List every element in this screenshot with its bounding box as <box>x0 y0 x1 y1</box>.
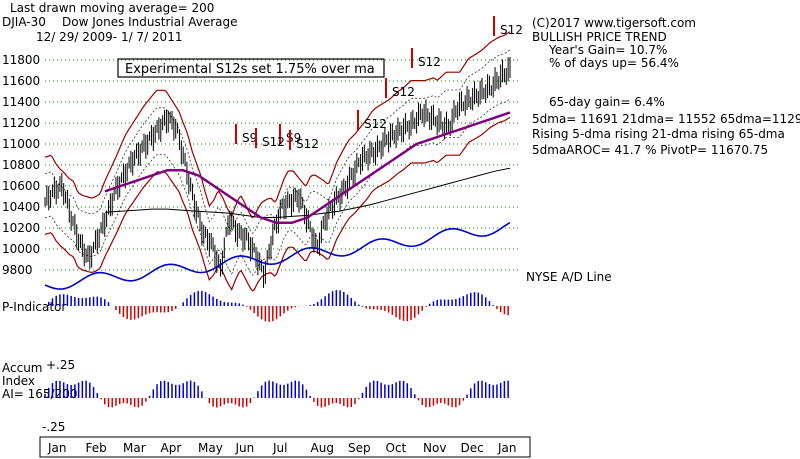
y-tick-label: 11400 <box>2 95 40 109</box>
accum-tick-bottom: -.25 <box>42 420 65 434</box>
month-label: Jan <box>497 441 517 455</box>
month-label: Sep <box>348 441 371 455</box>
index-name: Dow Jones Industrial Average <box>62 15 238 29</box>
y-tick-label: 11800 <box>2 53 40 67</box>
ad-line-label: NYSE A/D Line <box>526 270 612 284</box>
y-tick-label: 10600 <box>2 179 40 193</box>
y-tick-label: 10800 <box>2 158 40 172</box>
gain65: 65-day gain= 6.4% <box>549 95 665 109</box>
band-line <box>44 31 511 219</box>
p-indicator-histogram <box>47 290 509 322</box>
month-label: Feb <box>86 441 107 455</box>
signal-label: S12 <box>364 117 387 131</box>
pct-days-up: % of days up= 56.4% <box>549 56 679 70</box>
month-axis: Jan Feb Mar Apr May Jun Jul Aug Sep Oct Nov Dec Jan <box>47 441 517 455</box>
month-label: Dec <box>461 441 484 455</box>
ma-line-text: Last drawn moving average= 200 <box>10 1 214 15</box>
y-tick-label: 11000 <box>2 137 40 151</box>
price-bars <box>44 56 511 288</box>
signal-label: S12 <box>500 23 523 37</box>
ma65-line <box>104 111 511 225</box>
band-line <box>44 49 511 234</box>
aroc-text: 5dmaAROC= 41.7 % PivotP= 11670.75 <box>532 143 768 157</box>
ma-lines <box>44 111 511 290</box>
y-tick-label: 11200 <box>2 116 40 130</box>
date-range: 12/ 29/ 2009- 1/ 7/ 2011 <box>36 30 182 44</box>
month-label: Oct <box>386 441 407 455</box>
annotation-box <box>117 58 385 78</box>
years-gain: Year's Gain= 10.7% <box>548 43 667 57</box>
month-label: Apr <box>161 441 182 455</box>
accum-label-1: Accum <box>2 361 43 375</box>
trend-text: BULLISH PRICE TREND <box>532 30 667 44</box>
month-label: Jan <box>47 441 67 455</box>
copyright: (C)2017 www.tigersoft.com <box>532 16 696 30</box>
price-bands <box>44 31 511 292</box>
y-axis-ticks: 11800 11600 11400 11200 11000 10800 10600 10400… <box>2 53 40 277</box>
month-label: Jul <box>272 441 287 455</box>
signal-label: S12 <box>262 135 285 149</box>
accum-label-3: AI= 165/200 <box>2 387 77 401</box>
p-indicator-label: P-Indicator <box>2 300 66 314</box>
y-tick-label: 10000 <box>2 242 40 256</box>
y-tick-label: 11600 <box>2 74 40 88</box>
ad-line <box>44 221 511 290</box>
signal-label: S9 <box>242 131 257 145</box>
accum-histogram <box>44 380 509 408</box>
price-gridlines <box>45 59 520 271</box>
y-tick-label: 10400 <box>2 200 40 214</box>
annotation-text: Experimental S12s set 1.75% over ma <box>125 62 375 77</box>
ma200-line <box>104 167 511 218</box>
month-label: Nov <box>423 441 446 455</box>
month-label: Jun <box>235 441 255 455</box>
signal-label: S12 <box>418 55 441 69</box>
accum-tick-top: +.25 <box>46 358 75 372</box>
rising-text: Rising 5-dma rising 21-dma rising 65-dma <box>532 127 785 141</box>
signal-label: S12 <box>296 137 319 151</box>
month-label: Aug <box>311 441 334 455</box>
y-tick-label: 10200 <box>2 221 40 235</box>
band-line <box>44 98 511 276</box>
month-axis-box <box>39 436 531 458</box>
symbol-text: DJIA-30 <box>2 15 46 29</box>
y-tick-label: 9800 <box>2 263 33 277</box>
ma-values: 5dma= 11691 21dma= 11552 65dma=11297 <box>532 112 800 126</box>
signal-label: S12 <box>392 85 415 99</box>
month-label: Mar <box>123 441 146 455</box>
month-label: May <box>198 441 223 455</box>
band-line <box>44 116 511 292</box>
accum-label-2: Index <box>2 374 35 388</box>
